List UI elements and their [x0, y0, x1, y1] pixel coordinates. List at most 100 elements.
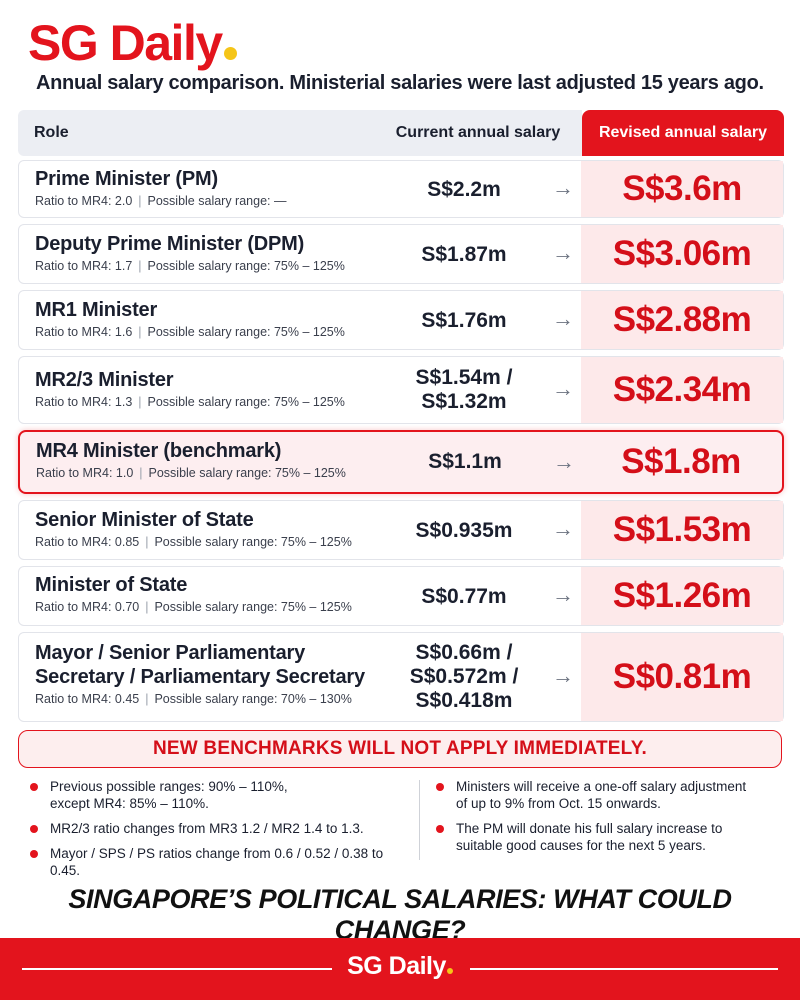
revised-salary: S$2.34m	[612, 370, 752, 409]
salary-table: Role Current annual salary Revised annua…	[18, 110, 784, 728]
table-row: MR1 Minister Ratio to MR4: 1.6 | Possible s…	[18, 290, 784, 350]
footer: SG Daily	[0, 938, 800, 1000]
range-text: Possible salary range: 75% – 125%	[147, 259, 345, 273]
note-item: Previous possible ranges: 90% – 110%, exc…	[28, 778, 408, 812]
current-salary: S$1.76m	[421, 309, 507, 332]
current-salary: S$1.1m	[428, 450, 502, 473]
role-cell: MR2/3 Minister Ratio to MR4: 1.3 | Possible…	[35, 368, 345, 409]
ratio-text: Ratio to MR4: 0.70	[35, 600, 140, 614]
range-text: Possible salary range: 70% – 130%	[154, 692, 352, 706]
role-cell: Mayor / Senior Parliamentary Secretary / …	[35, 641, 365, 706]
current-salary: S$1.54m / S$1.32m	[415, 366, 513, 413]
brand-logo-dot	[223, 47, 237, 60]
range-text: Possible salary range: 75% – 125%	[147, 325, 345, 339]
table-row: MR4 Minister (benchmark) Ratio to MR4: 1.…	[18, 430, 784, 494]
revised-salary: S$2.88m	[612, 300, 752, 339]
arrow-right-icon: →	[552, 240, 574, 265]
arrow-right-icon: →	[552, 376, 574, 401]
role-cell: MR4 Minister (benchmark) Ratio to MR4: 1.…	[36, 439, 346, 480]
ratio-text: Ratio to MR4: 1.7	[35, 259, 133, 273]
revised-salary: S$1.8m	[621, 442, 741, 481]
notes-left: Previous possible ranges: 90% – 110%, exc…	[28, 778, 408, 887]
bullet-icon	[30, 783, 38, 791]
role-name: MR2/3 Minister	[35, 369, 174, 391]
current-salary: S$1.87m	[421, 243, 507, 266]
role-meta: Ratio to MR4: 1.6 | Possible salary range:…	[35, 325, 345, 339]
role-cell: Minister of State Ratio to MR4: 0.70 | Poss…	[35, 573, 352, 614]
header-revised-salary: Revised annual salary	[582, 110, 784, 156]
current-salary: S$0.935m	[415, 519, 513, 542]
brand-logo: SG Daily	[28, 14, 237, 72]
notes-divider	[419, 780, 420, 860]
bullet-icon	[30, 850, 38, 858]
arrow-right-icon: →	[552, 175, 574, 200]
role-name: Deputy Prime Minister (DPM)	[35, 233, 305, 255]
range-text: Possible salary range: 75% – 125%	[147, 395, 345, 409]
range-text: Possible salary range: 75% – 125%	[154, 600, 352, 614]
notice-banner: NEW BENCHMARKS WILL NOT APPLY IMMEDIATEL…	[18, 730, 782, 768]
role-meta: Ratio to MR4: 1.7 | Possible salary range:…	[35, 259, 345, 273]
arrow-right-icon: →	[552, 582, 574, 607]
arrow-right-icon: →	[552, 663, 574, 688]
role-cell: Deputy Prime Minister (DPM) Ratio to MR4:…	[35, 232, 345, 273]
role-meta: Ratio to MR4: 1.3 | Possible salary range:…	[35, 395, 345, 409]
role-name: Prime Minister (PM)	[35, 168, 218, 190]
bullet-icon	[436, 783, 444, 791]
role-meta: Ratio to MR4: 2.0 | Possible salary range:…	[35, 194, 287, 208]
role-cell: Prime Minister (PM) Ratio to MR4: 2.0 | Pos…	[35, 167, 286, 208]
note-item: MR2/3 ratio changes from MR3 1.2 / MR2 1…	[28, 820, 408, 837]
revised-salary: S$1.26m	[612, 576, 752, 615]
table-header: Role Current annual salary Revised annua…	[18, 110, 784, 156]
table-row: Senior Minister of State Ratio to MR4: 0.…	[18, 500, 784, 560]
bullet-icon	[436, 825, 444, 833]
ratio-text: Ratio to MR4: 1.3	[35, 395, 133, 409]
table-row: Mayor / Senior Parliamentary Secretary / …	[18, 632, 784, 722]
role-name: Senior Minister of State	[35, 509, 254, 531]
role-meta: Ratio to MR4: 0.85 | Possible salary range…	[35, 535, 352, 549]
role-meta: Ratio to MR4: 1.0 | Possible salary range:…	[36, 466, 346, 480]
ratio-text: Ratio to MR4: 1.6	[35, 325, 133, 339]
range-text: Possible salary range: —	[147, 194, 287, 208]
footer-rule-right	[470, 968, 778, 970]
role-name: MR4 Minister (benchmark)	[36, 440, 282, 462]
header-current-salary: Current annual salary	[395, 124, 561, 141]
footer-logo-dot	[446, 968, 453, 974]
range-text: Possible salary range: 75% – 125%	[148, 466, 346, 480]
arrow-right-icon: →	[553, 449, 575, 474]
ratio-text: Ratio to MR4: 0.85	[35, 535, 140, 549]
note-item: The PM will donate his full salary incre…	[434, 820, 784, 854]
ratio-text: Ratio to MR4: 2.0	[35, 194, 133, 208]
revised-salary: S$3.06m	[612, 234, 752, 273]
footer-logo: SG Daily	[340, 952, 460, 981]
role-meta: Ratio to MR4: 0.70 | Possible salary range…	[35, 600, 352, 614]
table-row: Minister of State Ratio to MR4: 0.70 | Poss…	[18, 566, 784, 626]
current-salary: S$0.66m / S$0.572m / S$0.418m	[409, 641, 519, 712]
notes-right: Ministers will receive a one-off salary …	[434, 778, 784, 862]
bullet-icon	[30, 825, 38, 833]
role-cell: Senior Minister of State Ratio to MR4: 0.…	[35, 508, 352, 549]
ratio-text: Ratio to MR4: 1.0	[36, 466, 134, 480]
arrow-right-icon: →	[552, 516, 574, 541]
ratio-text: Ratio to MR4: 0.45	[35, 692, 140, 706]
headline: SINGAPORE’S POLITICAL SALARIES: WHAT COU…	[68, 884, 732, 945]
arrow-right-icon: →	[552, 306, 574, 331]
revised-salary: S$3.6m	[622, 169, 742, 208]
current-salary: S$2.2m	[427, 178, 501, 201]
table-row: Deputy Prime Minister (DPM) Ratio to MR4:…	[18, 224, 784, 284]
role-name: MR1 Minister	[35, 299, 158, 321]
subtitle: Annual salary comparison. Ministerial sa…	[36, 72, 764, 94]
current-salary: S$0.77m	[421, 585, 507, 608]
note-item: Mayor / SPS / PS ratios change from 0.6 …	[28, 845, 408, 879]
table-row: Prime Minister (PM) Ratio to MR4: 2.0 | Pos…	[18, 160, 784, 218]
role-name: Minister of State	[35, 574, 188, 596]
header-role: Role	[34, 124, 69, 141]
revised-salary: S$1.53m	[612, 510, 752, 549]
revised-salary: S$0.81m	[612, 657, 752, 696]
footer-rule-left	[22, 968, 332, 970]
role-name: Mayor / Senior Parliamentary Secretary / …	[35, 642, 365, 688]
role-cell: MR1 Minister Ratio to MR4: 1.6 | Possible s…	[35, 298, 345, 339]
table-row: MR2/3 Minister Ratio to MR4: 1.3 | Possible…	[18, 356, 784, 424]
note-item: Ministers will receive a one-off salary …	[434, 778, 784, 812]
role-meta: Ratio to MR4: 0.45 | Possible salary range…	[35, 692, 352, 706]
range-text: Possible salary range: 75% – 125%	[154, 535, 352, 549]
